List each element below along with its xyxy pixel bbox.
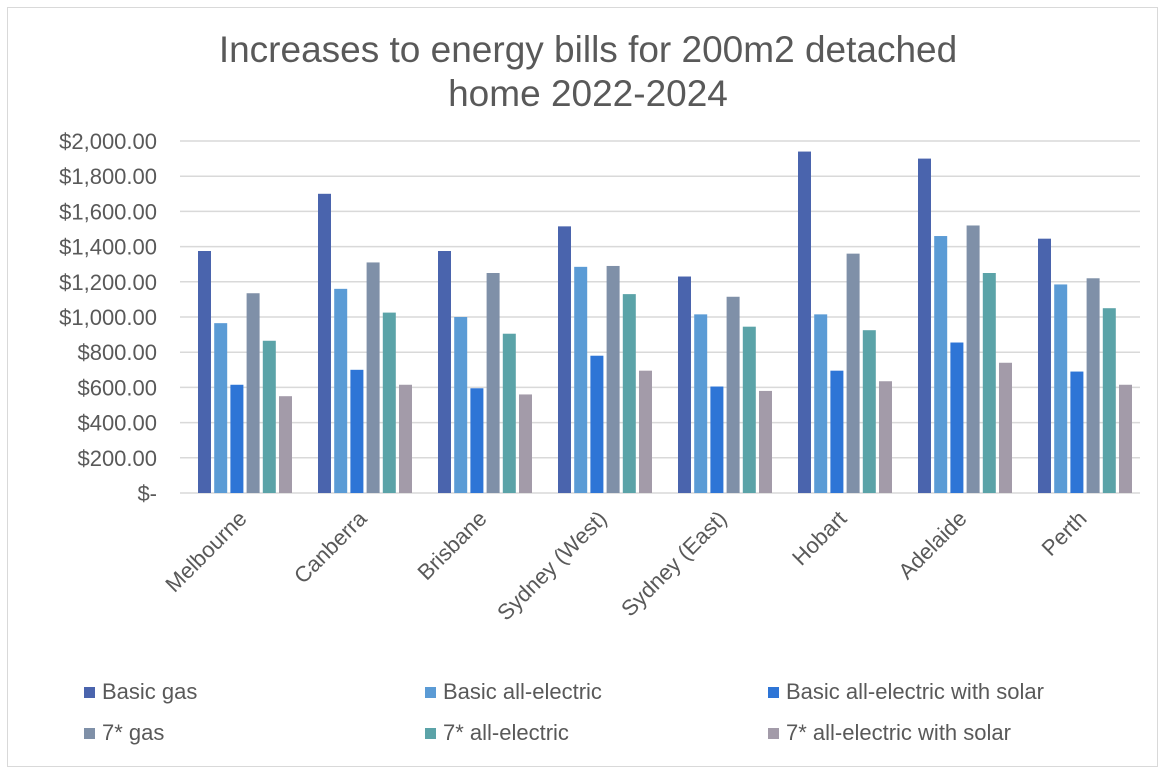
x-tick-label: Canberra	[289, 505, 372, 588]
bar	[574, 266, 588, 493]
bar	[350, 369, 364, 493]
bar	[1086, 278, 1100, 493]
bar	[382, 312, 396, 493]
legend-swatch	[425, 686, 436, 698]
legend-item: Basic gas	[84, 679, 197, 705]
legend-swatch	[768, 686, 779, 698]
legend-swatch	[84, 727, 95, 739]
bar	[558, 226, 571, 494]
x-tick-label: Brisbane	[412, 506, 491, 585]
bar	[198, 251, 211, 493]
bar	[438, 251, 451, 493]
bar	[999, 362, 1012, 493]
legend-label: Basic all-electric with solar	[786, 679, 1044, 704]
bar	[590, 355, 604, 493]
bar	[1038, 238, 1051, 493]
bar	[694, 314, 708, 493]
y-tick-label: $-	[137, 481, 157, 506]
bar	[1102, 308, 1116, 493]
y-tick-label: $1,800.00	[59, 164, 157, 189]
bar	[742, 326, 756, 493]
bar	[950, 342, 964, 493]
x-tick-label: Sydney (West)	[492, 506, 611, 625]
y-tick-label: $2,000.00	[59, 129, 157, 154]
y-tick-label: $800.00	[77, 340, 157, 365]
bar	[639, 370, 652, 493]
legend-label: 7* all-electric with solar	[786, 720, 1011, 745]
legend-item: Basic all-electric with solar	[768, 679, 1044, 705]
bar	[214, 323, 228, 493]
bar	[230, 384, 244, 493]
y-tick-label: $1,000.00	[59, 305, 157, 330]
legend-swatch	[425, 727, 436, 739]
y-tick-label: $400.00	[77, 411, 157, 436]
bar	[454, 317, 468, 493]
bar	[486, 273, 500, 493]
bar	[334, 288, 348, 493]
legend-label: 7* all-electric	[443, 720, 569, 745]
bar	[846, 253, 860, 493]
legend-label: Basic all-electric	[443, 679, 602, 704]
bar	[606, 265, 620, 493]
legend-item: 7* all-electric	[425, 720, 569, 746]
y-tick-label: $200.00	[77, 446, 157, 471]
y-tick-label: $1,200.00	[59, 270, 157, 295]
y-tick-label: $1,400.00	[59, 235, 157, 260]
bar	[502, 333, 516, 493]
bar	[246, 293, 260, 493]
bar	[934, 236, 948, 494]
y-tick-label: $1,600.00	[59, 199, 157, 224]
bar	[1119, 384, 1132, 493]
bar	[879, 381, 892, 493]
bar	[918, 158, 931, 493]
y-tick-label: $600.00	[77, 375, 157, 400]
x-tick-label: Melbourne	[160, 506, 251, 597]
bar	[798, 151, 811, 493]
bar	[470, 388, 484, 493]
chart-title-line-1: Increases to energy bills for 200m2 deta…	[218, 29, 958, 70]
bar	[726, 296, 740, 493]
x-tick-label: Sydney (East)	[616, 506, 731, 621]
legend-swatch	[84, 686, 95, 698]
bar	[519, 394, 532, 493]
chart-title: Increases to energy bills for 200m2 deta…	[0, 28, 1160, 116]
bar	[622, 294, 636, 493]
bar	[966, 225, 980, 494]
legend-label: 7* gas	[102, 720, 165, 745]
bar	[318, 193, 331, 494]
legend-item: Basic all-electric	[425, 679, 602, 705]
bar	[710, 386, 724, 493]
bar	[1054, 284, 1068, 493]
bar	[862, 330, 876, 493]
bar	[1070, 371, 1084, 493]
x-tick-label: Hobart	[787, 506, 851, 570]
bar	[678, 276, 691, 493]
x-tick-label: Perth	[1037, 506, 1092, 561]
chart-title-line-2: home 2022-2024	[448, 73, 728, 114]
bar	[814, 314, 828, 493]
bar	[279, 396, 292, 493]
bar	[399, 384, 412, 493]
bar	[830, 370, 844, 493]
legend-item: 7* gas	[84, 720, 164, 746]
bar	[759, 390, 772, 493]
bar	[366, 262, 380, 493]
bar	[982, 273, 996, 493]
legend-item: 7* all-electric with solar	[768, 720, 1011, 746]
x-tick-label: Adelaide	[893, 506, 971, 584]
legend-swatch	[768, 727, 779, 739]
legend-label: Basic gas	[102, 679, 198, 704]
bar	[262, 340, 276, 493]
